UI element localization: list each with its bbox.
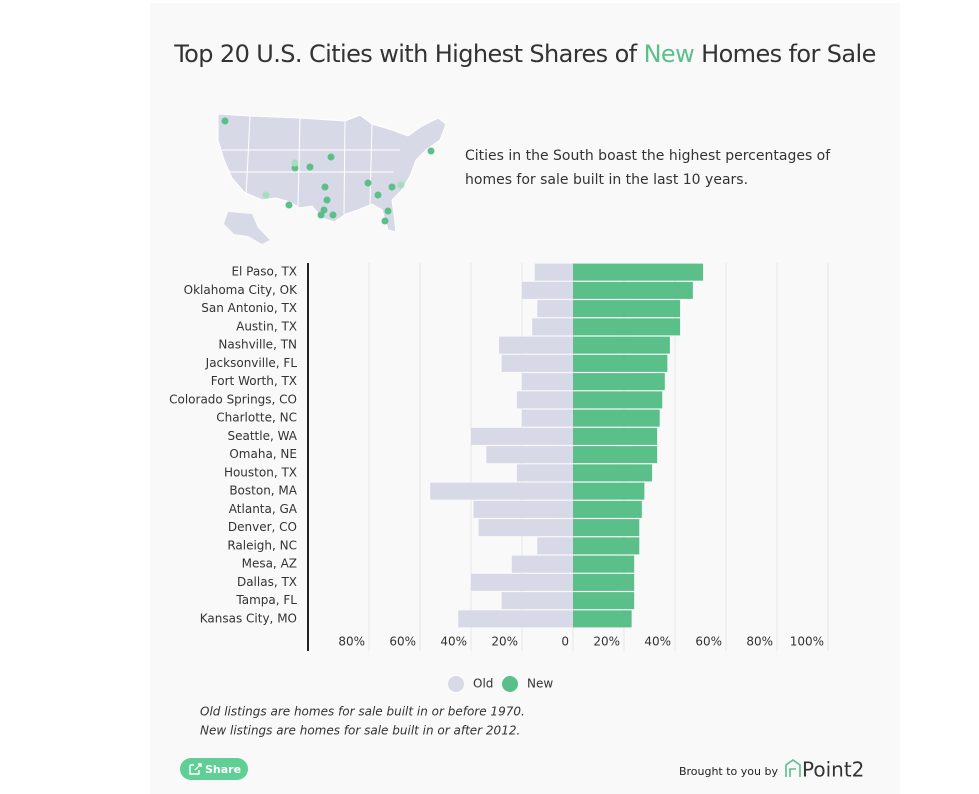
y-tick-label: Jacksonville, FL bbox=[205, 356, 298, 370]
y-tick-label: Seattle, WA bbox=[227, 429, 297, 443]
bar bbox=[471, 427, 573, 445]
y-tick-label: Tampa, FL bbox=[235, 593, 297, 607]
y-tick-label: Oklahoma City, OK bbox=[184, 283, 298, 297]
y-tick-label: Colorado Springs, CO bbox=[169, 392, 297, 406]
y-tick-label: Mesa, AZ bbox=[242, 557, 297, 571]
x-tick-label: 60% bbox=[389, 635, 416, 649]
bar bbox=[573, 519, 640, 537]
y-tick-label: Denver, CO bbox=[228, 520, 297, 534]
bar bbox=[473, 500, 573, 518]
bar bbox=[573, 500, 642, 518]
bar bbox=[573, 427, 658, 445]
x-tick-label: 80% bbox=[338, 635, 365, 649]
y-tick-label: El Paso, TX bbox=[231, 265, 297, 279]
bar bbox=[522, 409, 573, 427]
share-icon bbox=[189, 763, 202, 775]
y-tick-label: Dallas, TX bbox=[237, 575, 297, 589]
legend-label: Old bbox=[473, 677, 493, 691]
bar bbox=[573, 391, 663, 409]
brand-logo bbox=[785, 759, 801, 777]
y-tick-label: Boston, MA bbox=[229, 484, 297, 498]
x-tick-label: 100% bbox=[790, 635, 824, 649]
title-part: Top 20 U.S. Cities with Highest Shares o… bbox=[173, 40, 643, 68]
bar bbox=[516, 464, 573, 482]
legend-swatch bbox=[448, 676, 464, 692]
bar bbox=[511, 555, 573, 573]
x-tick-label: 20% bbox=[593, 635, 620, 649]
bar bbox=[478, 519, 573, 537]
bar bbox=[573, 592, 635, 610]
bar bbox=[501, 354, 573, 372]
bar bbox=[573, 281, 693, 299]
bar bbox=[573, 263, 704, 281]
legend-label: New bbox=[527, 677, 553, 691]
bar bbox=[573, 446, 658, 464]
bar bbox=[499, 336, 573, 354]
y-tick-label: Fort Worth, TX bbox=[211, 374, 297, 388]
bar bbox=[573, 555, 635, 573]
y-tick-label: Kansas City, MO bbox=[200, 611, 297, 625]
y-tick-label: Omaha, NE bbox=[229, 447, 297, 461]
bar bbox=[532, 318, 573, 336]
x-tick-label: 60% bbox=[695, 635, 722, 649]
x-tick-label: 40% bbox=[644, 635, 671, 649]
bar bbox=[573, 409, 660, 427]
us-map bbox=[217, 113, 447, 244]
share-label[interactable]: Share bbox=[205, 763, 241, 776]
title-highlight: New bbox=[644, 40, 695, 68]
brand[interactable]: Point2 bbox=[802, 758, 864, 782]
credit: Brought to you by bbox=[679, 765, 779, 778]
bar bbox=[537, 300, 573, 318]
bar bbox=[430, 482, 573, 500]
title-part: Homes for Sale bbox=[694, 40, 876, 68]
bar bbox=[573, 610, 632, 628]
chart-title: Top 20 U.S. Cities with Highest Shares o… bbox=[173, 40, 876, 68]
bar bbox=[534, 263, 573, 281]
note: Old listings are homes for sale built in… bbox=[200, 705, 525, 719]
bar bbox=[516, 391, 573, 409]
x-tick-label: 80% bbox=[746, 635, 773, 649]
bar bbox=[573, 300, 681, 318]
bar bbox=[573, 482, 645, 500]
y-tick-label: Houston, TX bbox=[224, 465, 297, 479]
y-tick-label: San Antonio, TX bbox=[201, 301, 297, 315]
y-tick-label: Nashville, TN bbox=[218, 338, 297, 352]
y-tick-label: Charlotte, NC bbox=[216, 411, 297, 425]
note: New listings are homes for sale built in… bbox=[200, 724, 520, 738]
bar bbox=[471, 573, 573, 591]
bar bbox=[537, 537, 573, 555]
bar bbox=[501, 592, 573, 610]
x-tick-label: 40% bbox=[440, 635, 467, 649]
y-tick-label: Austin, TX bbox=[236, 319, 297, 333]
bar bbox=[486, 446, 573, 464]
bar bbox=[573, 464, 653, 482]
bar bbox=[522, 281, 573, 299]
bar bbox=[573, 336, 670, 354]
bar bbox=[573, 318, 681, 336]
x-tick-label: 0 bbox=[561, 635, 569, 649]
bar bbox=[573, 573, 635, 591]
bar bbox=[573, 354, 668, 372]
bar bbox=[458, 610, 573, 628]
legend-swatch bbox=[502, 676, 518, 692]
x-tick-label: 20% bbox=[491, 635, 518, 649]
y-tick-label: Raleigh, NC bbox=[227, 538, 297, 552]
y-tick-label: Atlanta, GA bbox=[229, 502, 298, 516]
bar bbox=[573, 373, 665, 391]
subtitle-line: homes for sale built in the last 10 year… bbox=[465, 172, 748, 188]
bar bbox=[573, 537, 640, 555]
subtitle-line: Cities in the South boast the highest pe… bbox=[465, 148, 831, 164]
bar bbox=[522, 373, 573, 391]
